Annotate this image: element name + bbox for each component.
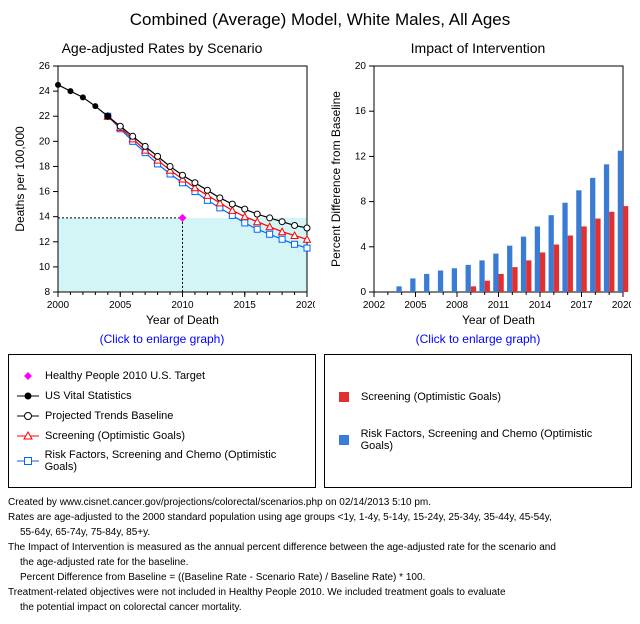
svg-text:8: 8 [44, 287, 50, 298]
svg-text:2020: 2020 [295, 300, 314, 311]
svg-text:Percent Difference from Baseli: Percent Difference from Baseline [329, 91, 343, 267]
svg-text:8: 8 [360, 197, 366, 208]
svg-text:2014: 2014 [528, 300, 551, 311]
svg-text:2000: 2000 [46, 300, 69, 311]
svg-text:26: 26 [38, 61, 50, 72]
svg-text:2017: 2017 [570, 300, 593, 311]
svg-text:2005: 2005 [404, 300, 427, 311]
legend-item: US Vital Statistics [17, 389, 307, 403]
svg-text:10: 10 [38, 262, 50, 273]
svg-text:0: 0 [360, 287, 366, 298]
svg-text:2015: 2015 [233, 300, 256, 311]
legend-item: Risk Factors, Screening and Chemo (Optim… [333, 428, 623, 452]
svg-text:20: 20 [354, 61, 366, 72]
svg-text:Deaths per 100,000: Deaths per 100,000 [13, 126, 27, 232]
legend-item: Risk Factors, Screening and Chemo (Optim… [17, 449, 307, 473]
svg-text:Year of Death: Year of Death [146, 313, 219, 327]
svg-text:2002: 2002 [362, 300, 385, 311]
svg-text:16: 16 [354, 106, 366, 117]
svg-text:24: 24 [38, 86, 50, 97]
legend-item: Healthy People 2010 U.S. Target [17, 369, 307, 383]
left-chart[interactable]: 2000 2005 2010 2015 2020 8 10 12 14 16 18 20 22 24 26 Y… [10, 60, 315, 330]
svg-text:4: 4 [360, 242, 366, 253]
svg-text:12: 12 [38, 237, 50, 248]
right-panel: Impact of Intervention 20022005200820112… [324, 36, 632, 350]
right-title: Impact of Intervention [411, 40, 546, 56]
right-chart[interactable]: 2002 2005 2008 2011 2014 2017 2020 0 4 8 12 16 20 Yea… [326, 60, 631, 330]
legend-item: Screening (Optimistic Goals) [333, 390, 623, 404]
svg-text:2020: 2020 [611, 300, 630, 311]
svg-text:2011: 2011 [487, 300, 509, 311]
main-title: Combined (Average) Model, White Males, A… [8, 10, 632, 30]
svg-text:20: 20 [38, 136, 50, 147]
svg-text:2008: 2008 [445, 300, 468, 311]
left-title: Age-adjusted Rates by Scenario [62, 40, 263, 56]
svg-text:22: 22 [38, 111, 50, 122]
left-hint: (Click to enlarge graph) [100, 332, 225, 346]
legend-item: Screening (Optimistic Goals) [17, 429, 307, 443]
svg-text:12: 12 [354, 151, 366, 162]
svg-text:2010: 2010 [171, 300, 194, 311]
footer-text: Created by www.cisnet.cancer.gov/project… [8, 496, 632, 614]
svg-text:16: 16 [38, 187, 50, 198]
right-hint: (Click to enlarge graph) [416, 332, 541, 346]
svg-text:Year of Death: Year of Death [462, 313, 535, 327]
legend-right: Screening (Optimistic Goals) Risk Factors… [324, 354, 632, 488]
legend-item: Projected Trends Baseline [17, 409, 307, 423]
svg-text:14: 14 [38, 212, 50, 223]
left-panel: Age-adjusted Rates by Scenario 200020052… [8, 36, 316, 350]
svg-text:2005: 2005 [109, 300, 132, 311]
svg-text:18: 18 [38, 161, 50, 172]
legend-left: Healthy People 2010 U.S. Target US Vital … [8, 354, 316, 488]
